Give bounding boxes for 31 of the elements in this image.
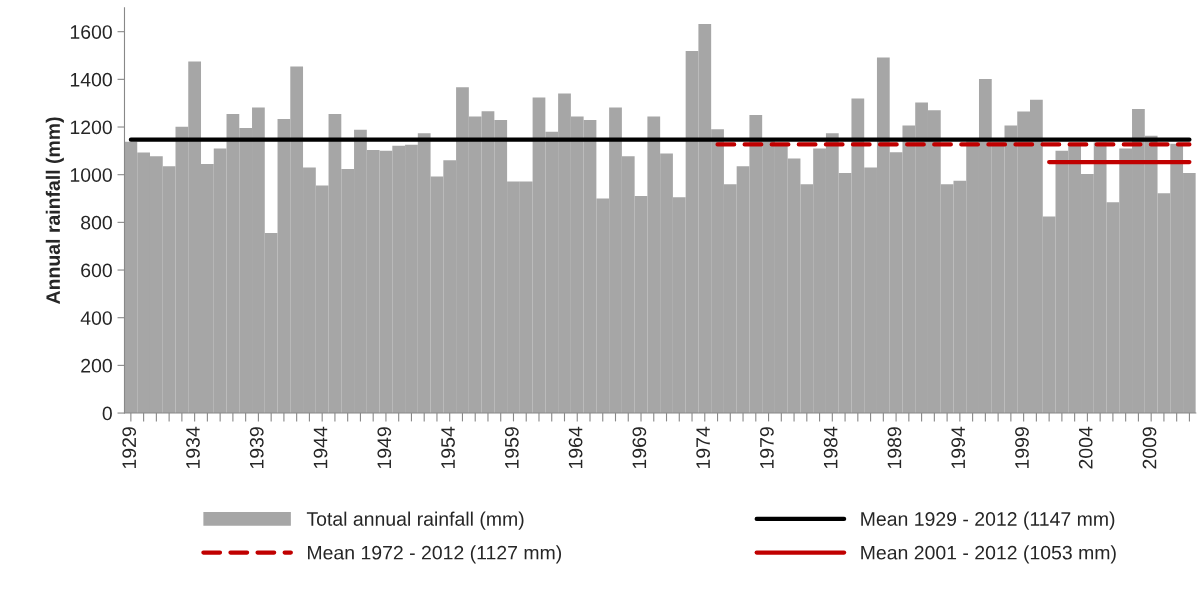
x-tick-label: 1944 xyxy=(313,426,328,469)
y-tick-label: 600 xyxy=(81,263,112,278)
x-tick-label: 1954 xyxy=(441,426,455,469)
legend-label: Total annual rainfall (mm) xyxy=(306,511,524,530)
x-tick-label: 1974 xyxy=(696,426,710,469)
y-tick-label: 1200 xyxy=(70,120,112,135)
x-tick-label: 1984 xyxy=(823,426,838,469)
x-tick-label: 1989 xyxy=(887,427,902,469)
y-tick-label: 1400 xyxy=(70,72,112,87)
x-tick-label: 1934 xyxy=(186,426,200,469)
y-tick-label: 1000 xyxy=(70,168,112,182)
x-tick-label: 1994 xyxy=(951,426,966,469)
y-tick-label: 200 xyxy=(81,358,112,373)
x-tick-label: 1959 xyxy=(504,427,519,469)
x-tick-label: 2004 xyxy=(1078,426,1093,469)
y-axis-title: Annual rainfall (mm) xyxy=(45,117,64,304)
x-tick-label: 1929 xyxy=(122,427,137,469)
x-tick-label: 1979 xyxy=(760,427,774,469)
x-tick-label: 1939 xyxy=(249,427,264,469)
y-tick-label: 1600 xyxy=(70,25,112,39)
x-tick-label: 1964 xyxy=(568,426,583,469)
x-tick-label: 1949 xyxy=(377,427,392,469)
x-tick-label: 1999 xyxy=(1015,427,1029,469)
x-tick-label: 2009 xyxy=(1142,427,1157,469)
x-tick-label: 1969 xyxy=(632,427,647,469)
legend-label: Mean 2001 - 2012 (1053 mm) xyxy=(861,545,1116,564)
legend-label: Mean 1929 - 2012 (1147 mm) xyxy=(861,511,1115,530)
y-tick-label: 400 xyxy=(80,311,112,325)
legend-label: Mean 1972 - 2012 (1127 mm) xyxy=(308,545,562,564)
y-tick-label: 800 xyxy=(81,215,112,230)
y-tick-label: 0 xyxy=(102,406,112,421)
